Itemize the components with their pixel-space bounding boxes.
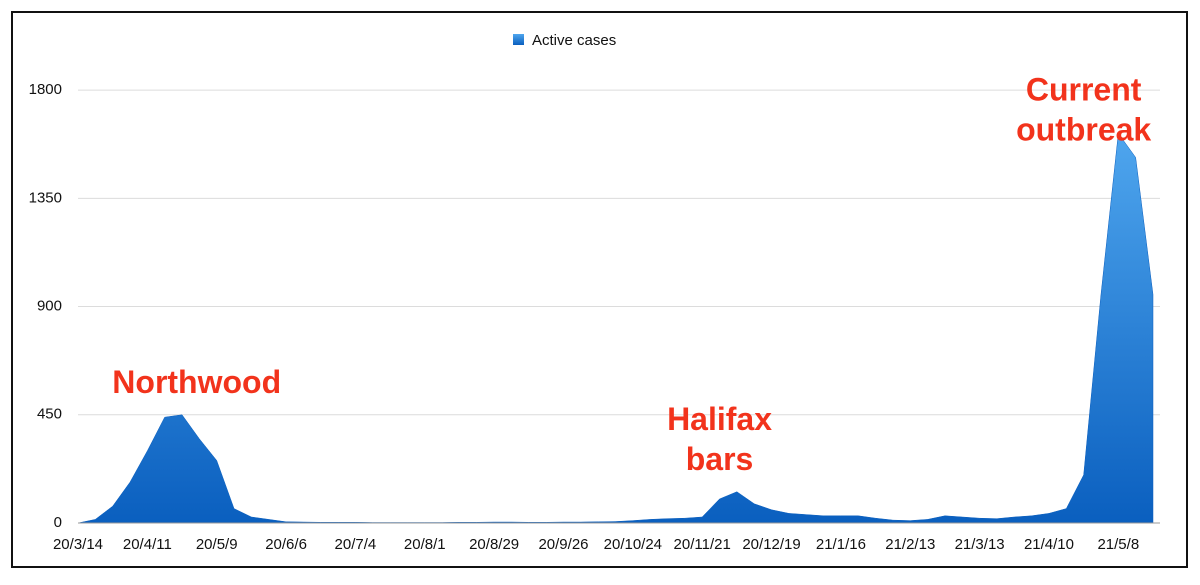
x-tick-label: 21/2/13 [885, 536, 935, 553]
x-tick-label: 20/5/9 [196, 536, 238, 553]
x-tick-label: 20/6/6 [265, 536, 307, 553]
x-tick-label: 20/12/19 [742, 536, 800, 553]
x-tick-label: 20/3/14 [53, 536, 103, 553]
x-tick-label: 20/8/29 [469, 536, 519, 553]
y-tick-label: 0 [54, 514, 62, 531]
annotation: outbreak [1016, 111, 1151, 147]
area [77, 132, 1154, 524]
annotation: Halifax [667, 401, 772, 437]
legend-swatch [513, 34, 524, 45]
x-tick-label: 20/9/26 [538, 536, 588, 553]
y-tick-label: 900 [37, 298, 62, 315]
x-tick-label: 20/11/21 [674, 536, 731, 553]
x-tick-label: 20/8/1 [404, 536, 446, 553]
y-tick-label: 1800 [29, 81, 62, 98]
x-tick-label: 21/5/8 [1097, 536, 1139, 553]
x-tick-label: 20/4/11 [123, 536, 172, 553]
annotation: bars [686, 441, 754, 477]
x-tick-label: 20/7/4 [335, 536, 377, 553]
y-tick-label: 1350 [29, 189, 62, 206]
annotation: Current [1026, 71, 1142, 107]
y-tick-label: 450 [37, 406, 62, 423]
x-tick-label: 21/4/10 [1024, 536, 1074, 553]
x-tick-label: 21/3/13 [955, 536, 1005, 553]
x-tick-label: 20/10/24 [604, 536, 662, 553]
legend-label: Active cases [532, 32, 616, 49]
x-tick-label: 21/1/16 [816, 536, 866, 553]
annotation: Northwood [112, 364, 281, 400]
